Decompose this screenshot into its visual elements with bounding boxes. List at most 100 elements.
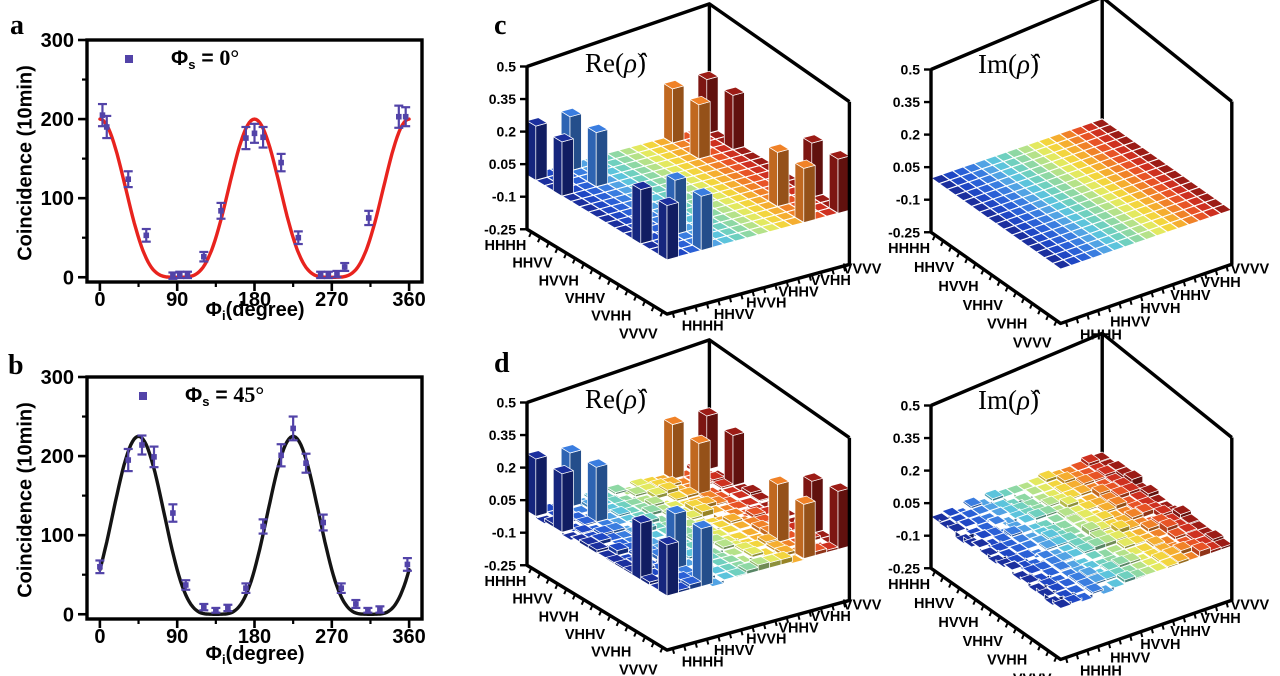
z-tick-label: 0.2 bbox=[901, 127, 921, 143]
basis-label-row: VHHV bbox=[565, 627, 606, 643]
tomo-bars bbox=[930, 118, 1233, 270]
data-point bbox=[404, 561, 411, 568]
data-point bbox=[176, 272, 183, 278]
z-tick-label: 0.5 bbox=[901, 62, 921, 78]
basis-label-row: HVVH bbox=[539, 609, 579, 625]
data-point bbox=[184, 272, 191, 278]
x-tick-label: 0 bbox=[94, 626, 105, 648]
plot-frame-a bbox=[85, 38, 424, 284]
z-tick-label: -0.1 bbox=[492, 525, 516, 541]
data-point bbox=[218, 208, 224, 214]
data-point bbox=[353, 601, 359, 607]
data-point bbox=[151, 454, 157, 460]
basis-label-col: VHHV bbox=[1170, 288, 1211, 304]
data-point bbox=[325, 272, 332, 278]
title-d-re: Re(ρ̂) bbox=[585, 384, 646, 414]
data-point bbox=[97, 564, 103, 570]
y-tick-label: 0 bbox=[63, 267, 74, 289]
basis-label-col: HHHH bbox=[682, 655, 724, 671]
basis-label-row: VVHH bbox=[591, 645, 631, 661]
data-point bbox=[139, 442, 145, 448]
title-c-im: Im(ρ̂) bbox=[978, 49, 1039, 79]
basis-label-col: VVVV bbox=[1231, 598, 1270, 614]
data-point bbox=[201, 253, 207, 260]
basis-label-col: VVHH bbox=[1200, 611, 1240, 627]
data-point bbox=[295, 234, 302, 241]
x-tick-label: 180 bbox=[238, 289, 271, 311]
z-tick-label: -0.25 bbox=[484, 221, 516, 237]
plot-frame-b bbox=[85, 375, 424, 621]
z-tick-label: -0.25 bbox=[888, 224, 920, 240]
z-tick-label: 0.35 bbox=[893, 94, 920, 110]
fit-curve-b bbox=[98, 434, 411, 616]
basis-label-col: HVVH bbox=[746, 296, 786, 312]
data-point bbox=[278, 452, 284, 459]
basis-label-row: VVVV bbox=[1013, 336, 1052, 352]
data-point bbox=[317, 272, 324, 278]
basis-label-row: VHHV bbox=[565, 291, 606, 307]
y-tick-label: 300 bbox=[41, 367, 74, 389]
y-tick-label: 100 bbox=[41, 525, 74, 547]
tomo-frame-front bbox=[929, 405, 1234, 662]
data-point bbox=[365, 607, 371, 614]
data-point bbox=[290, 425, 296, 432]
z-tick-label: 0.05 bbox=[489, 492, 516, 508]
z-tick-label: -0.25 bbox=[484, 557, 516, 573]
legend-text-a: Φs = 0° bbox=[171, 45, 240, 72]
x-tick-label: 360 bbox=[392, 289, 425, 311]
y-axis-title-b: Coincidence (10min) bbox=[14, 402, 37, 598]
basis-label-row: HHVV bbox=[914, 596, 955, 612]
data-point bbox=[251, 130, 258, 137]
basis-label-row: VHHV bbox=[963, 298, 1004, 314]
data-point bbox=[201, 604, 207, 610]
basis-label-col: HHHH bbox=[1080, 664, 1122, 676]
title-c-re: Re(ρ̂) bbox=[585, 48, 646, 78]
data-point bbox=[170, 272, 176, 279]
data-point bbox=[303, 460, 309, 467]
z-tick-label: -0.1 bbox=[492, 189, 516, 205]
data-point bbox=[213, 607, 219, 614]
legend-a: Φs = 0° bbox=[125, 47, 239, 71]
basis-label-col: VHHV bbox=[1170, 624, 1211, 640]
z-tick-label: 0.5 bbox=[497, 59, 517, 75]
x-axis-title-b: Φi(degree) bbox=[205, 643, 305, 667]
x-axis-title-a: Φi(degree) bbox=[205, 299, 305, 323]
z-tick-label: 0.05 bbox=[893, 159, 920, 175]
z-tick-label: -0.25 bbox=[888, 560, 920, 576]
x-tick-label: 270 bbox=[315, 626, 348, 648]
z-tick-label: 0.2 bbox=[497, 124, 517, 140]
tomo-plot-c-im: 0.50.350.20.05-0.1-0.25HHHHHHVVHVVHVHHVV… bbox=[888, 0, 1270, 352]
z-tick-label: 0.2 bbox=[901, 463, 921, 479]
data-point bbox=[338, 585, 345, 591]
fit-curve-a bbox=[98, 117, 411, 279]
z-tick-label: 0.5 bbox=[497, 395, 517, 411]
basis-label-col: VVVV bbox=[843, 598, 882, 614]
tomo-frame-front bbox=[525, 66, 852, 316]
z-tick-label: 0.2 bbox=[497, 460, 517, 476]
legend-marker-a bbox=[125, 55, 133, 63]
basis-label-col: HHVV bbox=[714, 307, 755, 323]
data-point bbox=[377, 606, 383, 613]
panel-label-b: b bbox=[8, 350, 24, 381]
basis-label-col: VVHH bbox=[1200, 275, 1240, 291]
data-point bbox=[320, 519, 327, 526]
basis-label-row: HVVH bbox=[938, 279, 978, 295]
z-tick-label: 0.35 bbox=[893, 430, 920, 446]
y-tick-label: 200 bbox=[41, 446, 74, 468]
legend-text-b: Φs = 45° bbox=[185, 382, 265, 409]
x-tick-label: 90 bbox=[166, 289, 188, 311]
tomo-plot-c-re: 0.50.350.20.05-0.1-0.25HHHHHHVVHVVHVHHVV… bbox=[484, 2, 882, 342]
basis-label-row: HHVV bbox=[512, 592, 553, 608]
y-tick-label: 100 bbox=[41, 188, 74, 210]
x-tick-label: 180 bbox=[238, 626, 271, 648]
basis-label-col: HVVH bbox=[1140, 301, 1180, 317]
basis-label-row: HHHH bbox=[888, 241, 930, 257]
basis-label-row: HHHH bbox=[484, 238, 526, 254]
basis-label-col: HHVV bbox=[1110, 314, 1151, 330]
title-d-im: Im(ρ̂) bbox=[978, 385, 1039, 415]
basis-label-row: VVVV bbox=[619, 662, 658, 676]
x-tick-label: 90 bbox=[166, 626, 188, 648]
x-tick-label: 0 bbox=[94, 289, 105, 311]
data-point bbox=[278, 159, 284, 166]
